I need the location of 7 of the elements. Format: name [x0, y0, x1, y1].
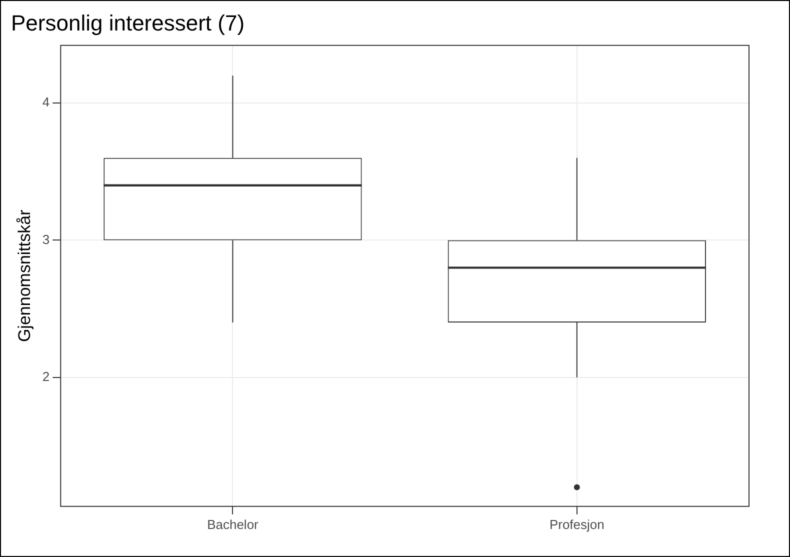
chart-title: Personlig interessert (7) [11, 10, 245, 36]
y-tick-label: 3 [42, 232, 50, 247]
x-tick-label: Profesjon [549, 516, 604, 532]
y-axis-title: Gjennomsnittskår [14, 209, 34, 342]
y-tick-label: 4 [42, 94, 50, 110]
y-tick-label: 2 [42, 369, 50, 384]
x-tick-label: Bachelor [207, 516, 260, 532]
